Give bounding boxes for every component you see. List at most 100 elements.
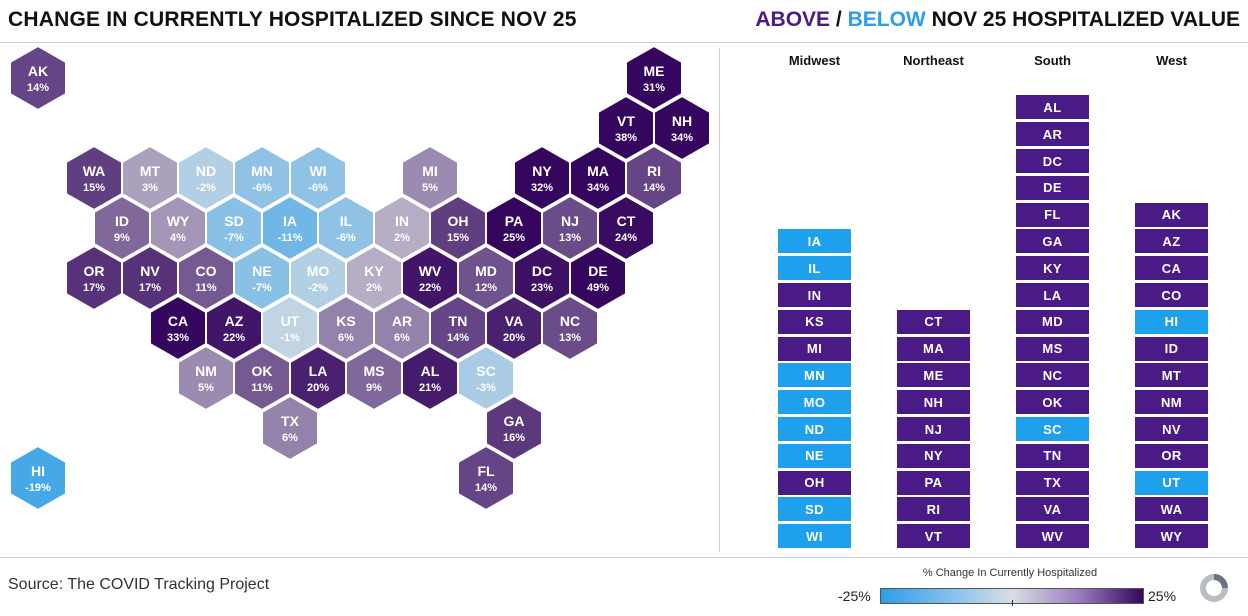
hex-tile bbox=[261, 394, 319, 462]
hex-state-pct: -3% bbox=[476, 382, 496, 394]
hex-tile bbox=[9, 444, 67, 512]
hex-state-nc: NC 13% bbox=[541, 294, 599, 362]
hex-state-abbr: KS bbox=[336, 313, 355, 329]
hex-tile bbox=[9, 46, 67, 112]
hex-state-pct: 23% bbox=[531, 282, 553, 294]
hex-state-abbr: MD bbox=[475, 263, 497, 279]
hex-state-pct: 15% bbox=[83, 182, 105, 194]
hex-state-pct: 4% bbox=[170, 232, 186, 244]
region-cell-wa: WA bbox=[1135, 497, 1208, 522]
hex-state-pct: 20% bbox=[503, 332, 525, 344]
hex-state-pct: 34% bbox=[671, 132, 693, 144]
hex-state-mn: MN -6% bbox=[233, 144, 291, 212]
hex-state-abbr: NY bbox=[532, 163, 552, 179]
hex-state-pct: 3% bbox=[142, 182, 158, 194]
hex-state-abbr: MN bbox=[251, 163, 273, 179]
region-cell-ga: GA bbox=[1016, 229, 1089, 254]
region-header-south: South bbox=[1034, 53, 1071, 68]
region-cell-ks: KS bbox=[778, 309, 851, 334]
title-slash: / bbox=[830, 8, 848, 31]
hex-state-mt: MT 3% bbox=[121, 144, 179, 212]
hex-state-abbr: MA bbox=[587, 163, 609, 179]
hex-state-abbr: TN bbox=[449, 313, 468, 329]
hex-state-pct: 31% bbox=[643, 82, 665, 94]
hex-tile bbox=[597, 194, 655, 262]
hex-state-ia: IA -11% bbox=[261, 194, 319, 262]
region-cell-ny: NY bbox=[897, 443, 970, 468]
hex-state-abbr: FL bbox=[477, 463, 495, 479]
hex-tile bbox=[625, 46, 683, 112]
region-cell-ma: MA bbox=[897, 336, 970, 361]
hex-state-de: DE 49% bbox=[569, 244, 627, 312]
hex-state-abbr: CA bbox=[168, 313, 188, 329]
hex-state-nd: ND -2% bbox=[177, 144, 235, 212]
region-header-northeast: Northeast bbox=[903, 53, 964, 68]
hex-state-abbr: SC bbox=[476, 363, 495, 379]
hex-state-pct: 14% bbox=[447, 332, 469, 344]
hex-state-tn: TN 14% bbox=[429, 294, 487, 362]
hex-state-ky: KY 2% bbox=[345, 244, 403, 312]
hex-state-abbr: RI bbox=[647, 163, 661, 179]
hex-state-mo: MO -2% bbox=[289, 244, 347, 312]
region-cell-nc: NC bbox=[1016, 363, 1089, 388]
hex-state-pct: 14% bbox=[27, 82, 49, 94]
region-cell-mt: MT bbox=[1135, 363, 1208, 388]
hex-state-abbr: DE bbox=[588, 263, 607, 279]
hex-state-ga: GA 16% bbox=[485, 394, 543, 462]
hex-state-abbr: NC bbox=[560, 313, 580, 329]
hex-state-abbr: ID bbox=[115, 213, 129, 229]
region-cell-la: LA bbox=[1016, 283, 1089, 307]
region-cell-md: MD bbox=[1016, 309, 1089, 334]
region-cell-nv: NV bbox=[1135, 417, 1208, 441]
region-cell-il: IL bbox=[778, 256, 851, 281]
hex-state-pct: 32% bbox=[531, 182, 553, 194]
hex-state-hi: HI -19% bbox=[9, 444, 67, 512]
region-cell-fl: FL bbox=[1016, 202, 1089, 227]
hex-state-pct: 2% bbox=[394, 232, 410, 244]
hex-state-abbr: NH bbox=[672, 113, 692, 129]
hex-state-wy: WY 4% bbox=[149, 194, 207, 262]
hex-state-abbr: DC bbox=[532, 263, 552, 279]
hex-state-pct: -2% bbox=[308, 282, 328, 294]
hex-state-abbr: GA bbox=[504, 413, 525, 429]
hex-tile bbox=[625, 144, 683, 212]
hex-state-pct: 22% bbox=[419, 282, 441, 294]
hex-state-sc: SC -3% bbox=[457, 344, 515, 412]
region-cell-hi: HI bbox=[1135, 309, 1208, 334]
hex-state-pct: 49% bbox=[587, 282, 609, 294]
hex-state-abbr: WY bbox=[167, 213, 190, 229]
hex-state-pct: 17% bbox=[83, 282, 105, 294]
region-cell-tx: TX bbox=[1016, 470, 1089, 495]
hex-tile bbox=[569, 244, 627, 312]
hex-state-pct: -6% bbox=[308, 182, 328, 194]
hex-state-pct: -19% bbox=[25, 482, 51, 494]
hex-tile bbox=[541, 294, 599, 362]
hex-state-abbr: NV bbox=[140, 263, 160, 279]
region-cell-vt: VT bbox=[897, 524, 970, 549]
hex-state-ny: NY 32% bbox=[513, 144, 571, 212]
hex-state-abbr: CT bbox=[617, 213, 636, 229]
region-cell-al: AL bbox=[1016, 95, 1089, 120]
hex-state-abbr: ND bbox=[196, 163, 216, 179]
region-header-west: West bbox=[1156, 53, 1187, 68]
hex-state-pct: -2% bbox=[196, 182, 216, 194]
region-cell-nh: NH bbox=[897, 390, 970, 415]
region-cell-id: ID bbox=[1135, 336, 1208, 361]
hex-state-abbr: NE bbox=[252, 263, 271, 279]
hex-tile bbox=[485, 394, 543, 462]
hex-state-abbr: WV bbox=[419, 263, 442, 279]
hex-state-fl: FL 14% bbox=[457, 444, 515, 512]
legend-title: % Change In Currently Hospitalized bbox=[922, 567, 1098, 579]
legend-zero-tick bbox=[1012, 600, 1013, 606]
hex-state-abbr: VT bbox=[617, 113, 635, 129]
hex-state-pct: 34% bbox=[587, 182, 609, 194]
hex-state-vt: VT 38% bbox=[597, 94, 655, 162]
hex-state-abbr: WI bbox=[309, 163, 326, 179]
hex-state-pct: -6% bbox=[336, 232, 356, 244]
region-cell-sc: SC bbox=[1016, 417, 1089, 441]
hex-tile bbox=[653, 94, 711, 162]
hex-state-tx: TX 6% bbox=[261, 394, 319, 462]
hex-state-pct: 12% bbox=[475, 282, 497, 294]
hex-state-abbr: NJ bbox=[561, 213, 579, 229]
region-cell-or: OR bbox=[1135, 443, 1208, 468]
